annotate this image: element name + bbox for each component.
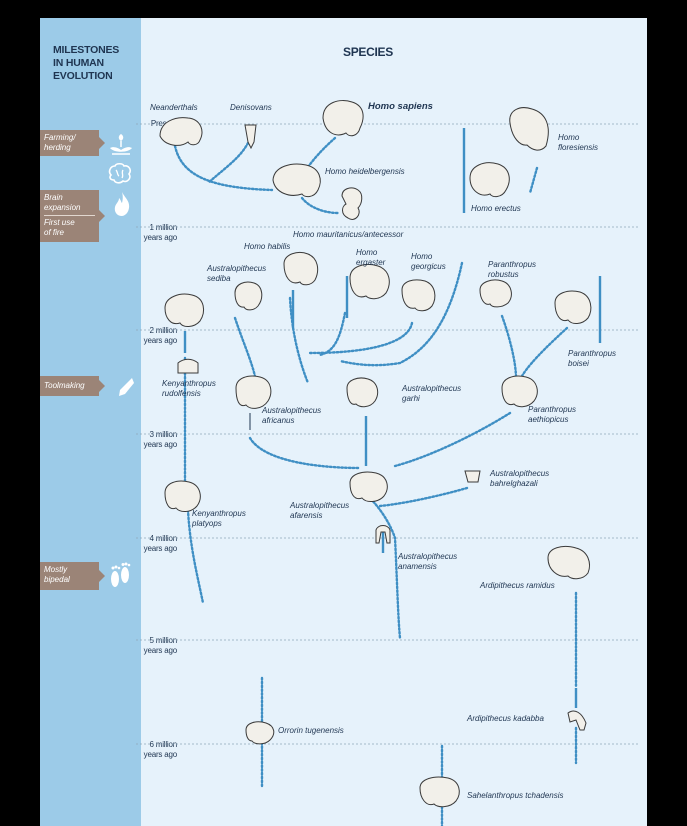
- skull-paranthropus-aethiopicus: [501, 375, 538, 408]
- brain-icon: [108, 162, 131, 184]
- link-afarensis-anamensis: [366, 494, 402, 640]
- label-homo-mauritanicus: Homo mauritanicus/antecessor: [293, 230, 404, 239]
- link-neanderthals: [173, 144, 274, 192]
- skull-paranthropus-boisei: [554, 290, 592, 324]
- milestone-label: First use of fire: [44, 218, 75, 237]
- skull-ardipithecus-ramidus: [547, 545, 590, 580]
- skull-homo-heidelbergensis: [272, 163, 321, 198]
- jaw-australopithecus-anamensis: [375, 525, 391, 544]
- skull-denisovans: [244, 124, 257, 150]
- label-orrorin-tugenensis: Orrorin tugenensis: [278, 726, 344, 735]
- skull-homo-sapiens: [322, 100, 364, 137]
- species-duration-bars: [183, 128, 602, 708]
- time-gridlines: [136, 123, 640, 745]
- lineage-diagram: [136, 100, 640, 826]
- link-bahrelghazali: [378, 486, 469, 508]
- milestone-mostly-bipedal: Mostly bipedal: [40, 562, 105, 590]
- skull-orrorin-tugenensis: [245, 721, 275, 745]
- fossil-skulls: [159, 100, 592, 808]
- tick-4-million: 4 million years ago: [143, 534, 178, 553]
- jaw-australopithecus-bahrelghazali: [464, 470, 481, 483]
- tick-present: Present: [150, 119, 177, 128]
- label-paranthropus-aethiopicus: Paranthropus aethiopicus: [528, 405, 577, 424]
- link-aethiopicus: [393, 411, 512, 468]
- link-floresiensis: [528, 166, 539, 195]
- milestone-divider: [44, 215, 95, 216]
- skull-kenyanthropus-rudolfensis: [164, 293, 205, 327]
- skull-australopithecus-africanus: [235, 375, 272, 409]
- tick-3-million: 3 million years ago: [143, 430, 178, 449]
- link-robustus: [500, 314, 518, 380]
- skull-sahelanthropus-tchadensis: [419, 776, 460, 808]
- label-kenyanthropus-rudolfensis: Kenyanthropus rudolfensis: [162, 379, 216, 398]
- milestone-toolmaking: Toolmaking: [40, 376, 105, 396]
- label-paranthropus-robustus: Paranthropus robustus: [488, 260, 537, 279]
- skull-homo-georgicus: [401, 279, 436, 312]
- species-header: SPECIES: [343, 45, 393, 59]
- link-heidelbergensis: [300, 196, 340, 215]
- evolution-chart: MILESTONES IN HUMAN EVOLUTION Farming/ h…: [40, 18, 647, 826]
- link-boisei: [518, 326, 569, 382]
- label-homo-habilis: Homo habilis: [244, 242, 291, 251]
- tick-6-million: 6 million years ago: [143, 740, 178, 759]
- label-homo-ergaster: Homo ergaster: [356, 248, 386, 267]
- footprints-icon: [111, 562, 131, 587]
- label-australopithecus-garhi: Australopithecus garhi: [402, 384, 462, 403]
- milestone-label: Farming/ herding: [44, 133, 76, 152]
- label-australopithecus-sediba: Australopithecus sediba: [207, 264, 267, 283]
- skull-homo-mauritanicus: [341, 187, 363, 220]
- stone-tool-icon: [119, 378, 134, 396]
- skull-australopithecus-garhi: [346, 377, 379, 408]
- skull-homo-floresiensis: [509, 107, 549, 151]
- label-homo-georgicus: Homo georgicus: [411, 252, 446, 271]
- label-australopithecus-africanus: Australopithecus africanus: [262, 406, 322, 425]
- milestone-label: Mostly bipedal: [44, 565, 70, 584]
- link-erectus: [338, 261, 464, 367]
- link-africanus: [248, 436, 362, 470]
- skull-australopithecus-afarensis: [349, 471, 388, 502]
- skull-homo-ergaster: [349, 264, 390, 300]
- skull-paranthropus-robustus: [479, 279, 512, 308]
- tick-2-million: 2 million years ago: [143, 326, 178, 345]
- skull-australopithecus-sediba: [234, 281, 263, 311]
- tick-5-million: 5 million years ago: [143, 636, 178, 655]
- tooth-ardipithecus-kadabba: [567, 710, 587, 731]
- jaw-kenyanthropus-rudolfensis: [177, 358, 199, 374]
- label-denisovans: Denisovans: [230, 103, 272, 112]
- milestones-sidebar: MILESTONES IN HUMAN EVOLUTION Farming/ h…: [40, 18, 177, 826]
- label-homo-heidelbergensis: Homo heidelbergensis: [325, 167, 405, 176]
- label-neanderthals: Neanderthals: [150, 103, 198, 112]
- milestone-label: Brain expansion: [44, 193, 81, 212]
- link-denisovans: [206, 141, 250, 185]
- skull-homo-erectus: [469, 162, 510, 198]
- sidebar-title: MILESTONES IN HUMAN EVOLUTION: [53, 44, 120, 82]
- label-ardipithecus-ramidus: Ardipithecus ramidus: [480, 581, 555, 590]
- label-australopithecus-anamensis: Australopithecus anamensis: [398, 552, 458, 571]
- tick-1-million: 1 million years ago: [143, 223, 178, 242]
- fire-icon: [114, 192, 130, 216]
- label-homo-erectus: Homo erectus: [471, 204, 521, 213]
- link-georgicus: [308, 321, 414, 355]
- skull-kenyanthropus-platyops: [164, 480, 201, 512]
- link-habilis: [288, 296, 310, 385]
- label-kenyanthropus-platyops: Kenyanthropus platyops: [192, 509, 246, 528]
- label-homo-sapiens: Homo sapiens: [368, 101, 433, 112]
- link-ergaster: [318, 311, 347, 357]
- label-homo-floresiensis: Homo floresiensis: [558, 133, 599, 152]
- label-ardipithecus-kadabba: Ardipithecus kadabba: [467, 714, 544, 723]
- label-australopithecus-bahrelghazali: Australopithecus bahrelghazali: [490, 469, 550, 488]
- milestone-label: Toolmaking: [44, 381, 85, 390]
- milestone-farming-herding: Farming/ herding: [40, 130, 105, 156]
- hands-plant-icon: [110, 134, 132, 155]
- label-paranthropus-boisei: Paranthropus boisei: [568, 349, 617, 368]
- link-platyops: [186, 508, 205, 605]
- label-sahelanthropus-tchadensis: Sahelanthropus tchadensis: [467, 791, 564, 800]
- label-australopithecus-afarensis: Australopithecus afarensis: [290, 501, 350, 520]
- milestone-brain-fire: Brain expansion First use of fire: [40, 190, 105, 242]
- skull-neanderthals: [159, 117, 203, 146]
- skull-homo-habilis: [283, 251, 319, 286]
